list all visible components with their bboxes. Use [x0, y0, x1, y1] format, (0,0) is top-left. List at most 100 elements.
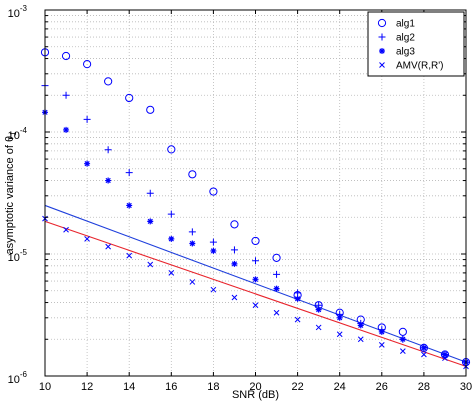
point-alg3: [63, 126, 70, 133]
y-tick-label: 10-6: [8, 370, 28, 386]
point-alg1: [251, 236, 260, 246]
point-alg3: [420, 344, 427, 351]
point-alg1: [167, 145, 176, 154]
fit-line: [44, 204, 467, 363]
x-axis-label: SNR (dB): [232, 389, 279, 401]
legend-label: alg3: [396, 47, 415, 58]
point-alg3: [210, 247, 217, 254]
legend-box: [367, 11, 465, 77]
x-tick-label: 12: [81, 381, 93, 393]
y-tick-label-base: 10: [8, 374, 20, 386]
y-tick-label-base: 10: [8, 252, 20, 264]
point-amv-r-r: [252, 302, 259, 309]
y-axis-label-subscript: 1: [9, 131, 18, 136]
point-alg2: [146, 189, 154, 197]
point-alg2: [230, 246, 238, 254]
point-amv-r-r: [84, 236, 90, 242]
legend-label: AMV(R,R'): [396, 61, 443, 72]
legend-marker: [379, 62, 385, 68]
point-amv-r-r: [210, 286, 217, 293]
point-amv-r-r: [378, 342, 385, 348]
y-axis-label: asymptotic variance of θ1: [4, 131, 18, 255]
x-tick-label: 10: [39, 381, 51, 393]
point-alg3: [252, 276, 259, 283]
point-alg3: [294, 295, 301, 302]
y-tick-label-base: 10: [8, 130, 20, 142]
point-alg2: [273, 270, 281, 278]
point-amv-r-r: [336, 331, 343, 338]
point-amv-r-r: [126, 252, 133, 259]
point-alg3: [231, 260, 238, 267]
point-alg1: [83, 60, 92, 69]
point-amv-r-r: [231, 294, 238, 301]
point-amv-r-r: [357, 336, 364, 343]
y-tick-label: 10-5: [8, 248, 28, 264]
x-tick-label: 24: [334, 381, 346, 393]
x-tick-label: 30: [460, 381, 472, 393]
x-tick-label: 14: [123, 381, 135, 393]
point-amv-r-r: [168, 270, 175, 276]
point-alg1: [61, 51, 71, 61]
point-alg2: [62, 91, 70, 99]
point-alg3: [126, 202, 133, 209]
point-alg1: [125, 93, 134, 103]
y-axis-label-text: asymptotic variance of θ: [4, 136, 16, 255]
y-tick-labels: 10-310-410-510-6: [8, 4, 28, 386]
point-amv-r-r: [442, 355, 448, 362]
fit-line: [44, 220, 467, 367]
point-alg1: [209, 187, 218, 196]
x-tick-labels: 10 12 14 16 18 20 22 24 26 28 30: [39, 381, 472, 393]
point-alg2: [209, 238, 217, 246]
point-alg3: [147, 218, 154, 225]
point-alg3: [399, 336, 406, 343]
point-alg1: [230, 220, 239, 229]
x-tick-label: 16: [165, 381, 177, 393]
point-alg1: [272, 253, 281, 262]
point-amv-r-r: [189, 279, 196, 285]
point-alg2: [104, 146, 112, 154]
point-alg3: [168, 235, 175, 242]
point-alg1: [419, 343, 428, 352]
point-alg1: [104, 77, 113, 86]
point-alg2: [294, 289, 302, 297]
point-amv-r-r: [399, 348, 406, 354]
axis-ticks: [44, 10, 467, 377]
point-amv-r-r: [147, 261, 154, 268]
legend-marker: [377, 18, 387, 28]
y-tick-label-exponent: -6: [20, 370, 28, 379]
point-amv-r-r: [294, 316, 301, 323]
legend: alg1 alg2 alg3 AMV(R,R'): [367, 11, 465, 77]
point-alg2: [83, 115, 91, 123]
point-alg3: [84, 160, 91, 167]
legend-label: alg1: [396, 19, 415, 30]
point-amv-r-r: [421, 351, 427, 358]
point-alg3: [189, 240, 196, 247]
point-alg3: [441, 351, 448, 358]
point-amv-r-r: [105, 243, 112, 250]
point-alg2: [252, 257, 259, 265]
y-tick-label-base: 10: [8, 8, 20, 20]
point-alg2: [188, 228, 196, 236]
y-tick-label: 10-4: [8, 126, 28, 142]
point-alg3: [315, 306, 322, 313]
fit-lines: [44, 204, 467, 367]
legend-marker: [379, 48, 385, 54]
point-alg3: [357, 322, 364, 329]
x-tick-label: 20: [249, 381, 261, 393]
legend-label: alg2: [396, 33, 415, 44]
y-tick-label: 10-3: [8, 4, 28, 20]
point-alg1: [146, 105, 155, 114]
point-alg2: [125, 169, 133, 177]
legend-marker: [378, 33, 386, 41]
y-tick-label-exponent: -3: [20, 4, 28, 13]
point-amv-r-r: [63, 226, 69, 233]
y-tick-label-exponent: -4: [20, 126, 28, 135]
x-tick-label: 26: [376, 381, 388, 393]
point-amv-r-r: [273, 309, 280, 316]
point-alg3: [273, 285, 280, 292]
point-alg3: [336, 314, 343, 321]
point-amv-r-r: [315, 324, 322, 331]
x-tick-label: 18: [207, 381, 219, 393]
point-alg1: [188, 170, 197, 179]
